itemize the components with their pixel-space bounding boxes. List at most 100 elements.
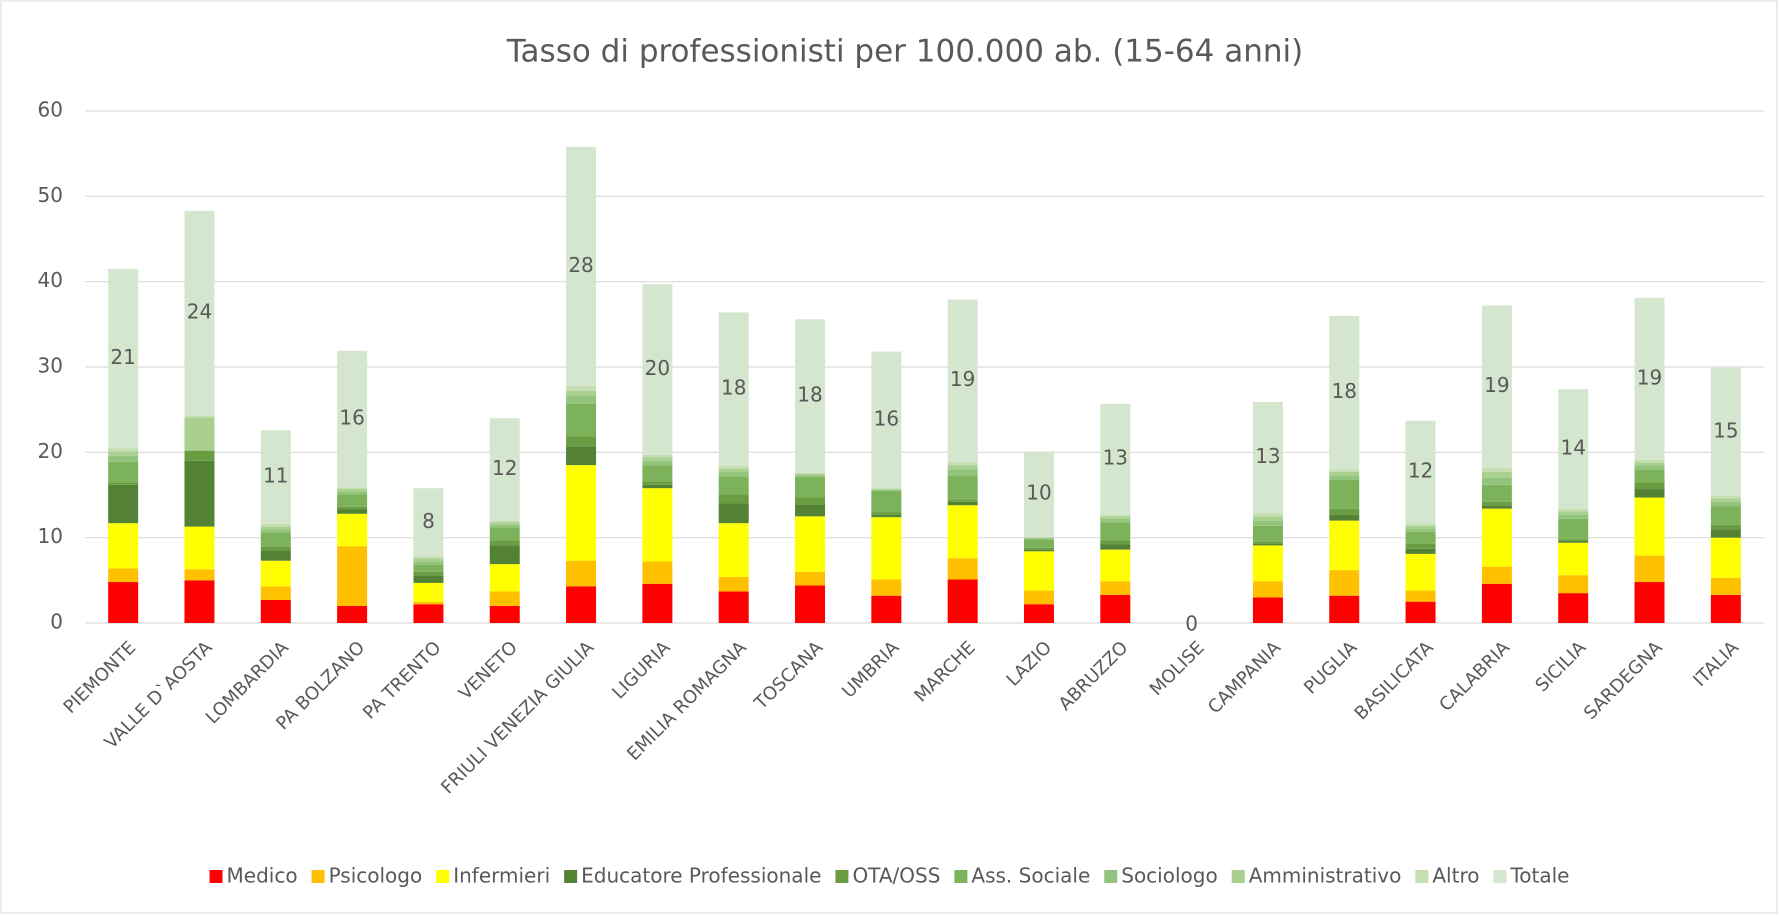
bar-segment xyxy=(1481,505,1512,509)
bar-segment xyxy=(413,601,444,605)
bar-segment xyxy=(1100,518,1131,523)
bar-segment xyxy=(1710,506,1741,525)
bar-segment xyxy=(1252,597,1283,623)
y-tick-label: 60 xyxy=(38,98,63,122)
bar-segment xyxy=(1329,520,1360,571)
bar-segment xyxy=(1023,539,1054,548)
bar-segment xyxy=(184,526,215,570)
bar-segment xyxy=(489,418,520,521)
legend-label: Totale xyxy=(1509,864,1569,888)
bar-segment xyxy=(871,489,902,491)
bar-segment xyxy=(1558,575,1589,594)
bar-segment xyxy=(108,484,139,524)
bar-segment xyxy=(108,568,139,583)
legend-swatch xyxy=(564,870,578,883)
bar-segment xyxy=(413,575,444,583)
bar-segment xyxy=(108,455,139,462)
bar-segment xyxy=(1252,543,1283,546)
bar-segment xyxy=(1329,471,1360,476)
bar-segment xyxy=(1405,528,1436,532)
bar-segment xyxy=(795,472,826,474)
bar-segment xyxy=(108,268,139,449)
bar-segment xyxy=(795,504,826,517)
bar-segment xyxy=(642,460,673,466)
y-tick-label: 0 xyxy=(50,610,63,634)
bar-segment xyxy=(1481,477,1512,485)
bar-segment xyxy=(1100,549,1131,582)
bar-segment xyxy=(260,546,291,551)
bar-segment xyxy=(337,509,368,514)
bar-segment xyxy=(718,468,749,472)
bar-segment xyxy=(337,487,368,490)
bar-segment xyxy=(718,471,749,477)
bar-segment xyxy=(1634,465,1665,470)
bar-segment xyxy=(1710,524,1741,530)
data-label: 10 xyxy=(1026,481,1051,505)
bar-segment xyxy=(413,561,444,565)
legend-label: OTA/OSS xyxy=(852,864,940,888)
bar-segment xyxy=(1100,522,1131,541)
data-label: 14 xyxy=(1560,435,1585,459)
bar-segment xyxy=(1023,538,1054,540)
bar-segment xyxy=(795,497,826,505)
legend-swatch xyxy=(1104,870,1118,883)
legend-label: Ass. Sociale xyxy=(971,864,1090,888)
bar-segment xyxy=(260,550,291,561)
bar-segment xyxy=(1023,547,1054,550)
bar-segment xyxy=(337,491,368,495)
bar-segment xyxy=(108,482,139,485)
bar-segment xyxy=(184,580,215,623)
bar-segment xyxy=(413,564,444,572)
bar-segment xyxy=(1100,544,1131,550)
bar-segment xyxy=(1710,498,1741,502)
bar-segment xyxy=(795,319,826,473)
bar-segment xyxy=(1558,508,1589,512)
bar-segment xyxy=(184,210,215,416)
bar-segment xyxy=(566,586,597,623)
bar-segment xyxy=(947,501,978,506)
bar-segment xyxy=(260,586,291,600)
data-label: 18 xyxy=(797,383,822,407)
data-label: 24 xyxy=(187,300,212,324)
chart-title: Tasso di professionisti per 100.000 ab. … xyxy=(506,34,1303,70)
bar-segment xyxy=(1710,367,1741,496)
bar-segment xyxy=(1634,469,1665,483)
bar-segment xyxy=(718,494,749,504)
bar-segment xyxy=(718,503,749,524)
bar-segment xyxy=(489,540,520,546)
bar-segment xyxy=(108,448,139,452)
bar-segment xyxy=(1100,594,1131,623)
bar-segment xyxy=(413,556,444,559)
bar-segment xyxy=(566,396,597,404)
data-label: 0 xyxy=(1185,612,1198,636)
bar-segment xyxy=(260,526,291,530)
bar-segment xyxy=(795,571,826,586)
bar-segment xyxy=(489,605,520,623)
bar-segment xyxy=(413,582,444,602)
y-tick-label: 30 xyxy=(38,354,63,378)
data-label: 16 xyxy=(339,406,364,430)
bar-segment xyxy=(337,489,368,492)
data-label: 20 xyxy=(645,356,670,380)
bar-segment xyxy=(947,579,978,623)
legend-swatch xyxy=(835,870,849,883)
data-label: 19 xyxy=(950,367,975,391)
data-label: 18 xyxy=(721,376,746,400)
bar-segment xyxy=(566,385,597,391)
bar-segment xyxy=(795,473,826,476)
legend-label: Altro xyxy=(1432,864,1479,888)
bar-segment xyxy=(260,529,291,533)
bar-segment xyxy=(642,481,673,485)
bar-segment xyxy=(413,488,444,557)
bar-segment xyxy=(1481,484,1512,502)
bar-segment xyxy=(566,560,597,587)
legend-swatch xyxy=(209,870,223,883)
bar-segment xyxy=(1329,475,1360,480)
bar-segment xyxy=(1405,543,1436,549)
bar-segment xyxy=(1023,451,1054,537)
bar-segment xyxy=(1558,541,1589,543)
bar-segment xyxy=(871,490,902,513)
bar-segment xyxy=(1634,489,1665,498)
bar-segment xyxy=(1252,545,1283,582)
